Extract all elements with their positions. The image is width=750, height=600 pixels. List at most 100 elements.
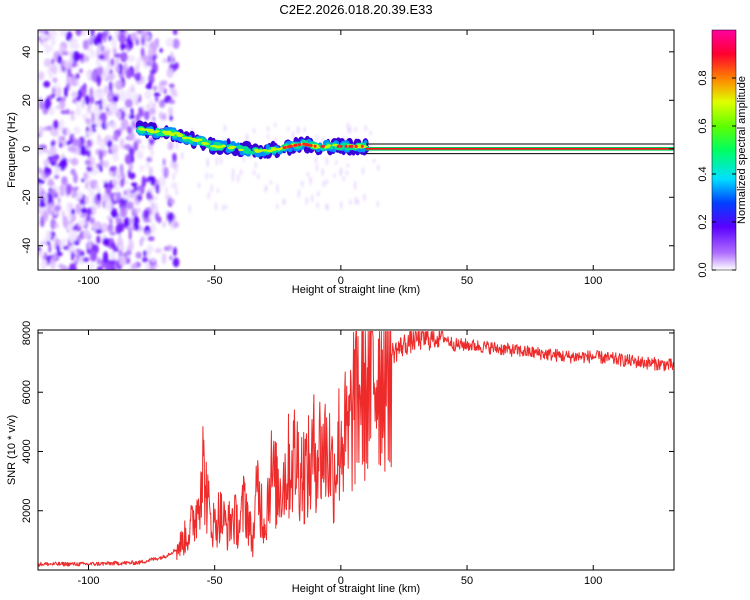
noise-blob <box>54 204 62 211</box>
noise-blob <box>114 185 120 192</box>
snr-frame <box>37 329 675 571</box>
ridge-blob <box>249 150 255 155</box>
noise-blob <box>225 204 228 210</box>
noise-blob <box>172 162 179 170</box>
noise-blob <box>60 96 66 102</box>
noise-blob <box>143 110 150 121</box>
noise-blob <box>71 133 75 139</box>
noise-blob <box>89 179 98 185</box>
noise-blob <box>311 194 314 203</box>
noise-blob <box>109 231 116 236</box>
noise-blob <box>151 185 155 190</box>
spectrogram-frame <box>37 29 675 271</box>
noise-blob <box>98 149 104 161</box>
noise-blob <box>70 250 75 261</box>
noise-blob <box>40 259 48 269</box>
noise-blob <box>79 213 88 219</box>
noise-blob <box>110 242 116 248</box>
noise-blob <box>296 128 300 133</box>
noise-blob <box>168 83 175 89</box>
noise-blob <box>96 235 101 244</box>
noise-blob <box>172 221 180 228</box>
noise-blob <box>46 68 51 74</box>
noise-blob <box>114 30 120 36</box>
noise-blob <box>137 195 143 201</box>
noise-blob <box>155 204 158 214</box>
noise-blob <box>162 221 166 228</box>
ridge-blob <box>326 144 332 147</box>
noise-blob <box>77 190 83 199</box>
noise-blob <box>172 152 177 163</box>
noise-blob <box>121 105 128 112</box>
noise-blob <box>75 203 82 215</box>
noise-blob <box>134 224 140 231</box>
noise-blob <box>132 93 140 100</box>
ridge-blob <box>201 141 208 145</box>
noise-blob <box>102 251 109 264</box>
noise-blob <box>162 58 169 63</box>
noise-blob <box>154 94 159 103</box>
noise-blob <box>245 133 249 141</box>
noise-blob <box>76 255 80 261</box>
noise-blob <box>128 114 135 120</box>
noise-blob <box>61 176 68 186</box>
ridge-blob <box>139 128 148 131</box>
noise-blob <box>93 89 99 98</box>
noise-blob <box>120 51 128 63</box>
noise-blob <box>321 167 324 177</box>
noise-blob <box>314 155 318 164</box>
noise-blob <box>127 55 136 63</box>
noise-blob <box>86 207 93 216</box>
noise-blob <box>141 175 147 188</box>
noise-blob <box>148 175 154 181</box>
ridge-hotspot <box>293 144 297 148</box>
noise-blob <box>130 182 138 187</box>
noise-blob <box>276 183 279 194</box>
noise-blob <box>92 166 99 175</box>
noise-blob <box>113 193 118 202</box>
noise-blob <box>102 34 107 43</box>
noise-blob <box>131 84 135 94</box>
spectrogram-signal <box>135 120 370 160</box>
noise-blob <box>65 31 73 42</box>
noise-blob <box>96 257 102 266</box>
noise-blob <box>139 108 144 118</box>
noise-blob <box>110 121 117 130</box>
noise-blob <box>214 201 218 212</box>
noise-blob <box>90 30 95 38</box>
ridge-blob <box>242 146 249 151</box>
snr-x-tick-label: -50 <box>207 575 223 587</box>
noise-blob <box>155 182 160 195</box>
noise-blob <box>169 198 175 205</box>
snr-y-tick-label: 8000 <box>21 321 33 345</box>
ridge-hotspot <box>286 145 290 149</box>
noise-blob <box>123 144 132 150</box>
noise-blob <box>46 240 51 246</box>
noise-blob <box>158 176 167 187</box>
noise-blob <box>70 114 76 121</box>
noise-blob <box>42 40 49 48</box>
spec-y-tick-label: -20 <box>21 189 33 205</box>
noise-blob <box>210 184 214 193</box>
noise-blob <box>38 167 43 174</box>
spec-y-tick-label: -40 <box>21 238 33 254</box>
noise-blob <box>60 153 66 159</box>
noise-blob <box>110 58 115 66</box>
noise-blob <box>180 151 184 161</box>
noise-blob <box>108 35 112 42</box>
noise-blob <box>40 30 46 34</box>
noise-blob <box>99 98 103 111</box>
noise-blob <box>68 38 77 49</box>
noise-blob <box>96 186 101 194</box>
noise-blob <box>162 158 166 167</box>
noise-blob <box>315 134 319 142</box>
spec-y-tick-label: 20 <box>21 94 33 106</box>
noise-blob <box>43 251 47 258</box>
noise-blob <box>148 199 154 204</box>
snr-panel: -100 -50 0 50 100 2000 4000 6000 8000 Height of… <box>6 321 675 595</box>
noise-blob <box>114 57 120 66</box>
noise-blob <box>135 64 140 74</box>
noise-blob <box>38 179 45 185</box>
noise-blob <box>93 105 99 113</box>
noise-blob <box>346 163 349 168</box>
